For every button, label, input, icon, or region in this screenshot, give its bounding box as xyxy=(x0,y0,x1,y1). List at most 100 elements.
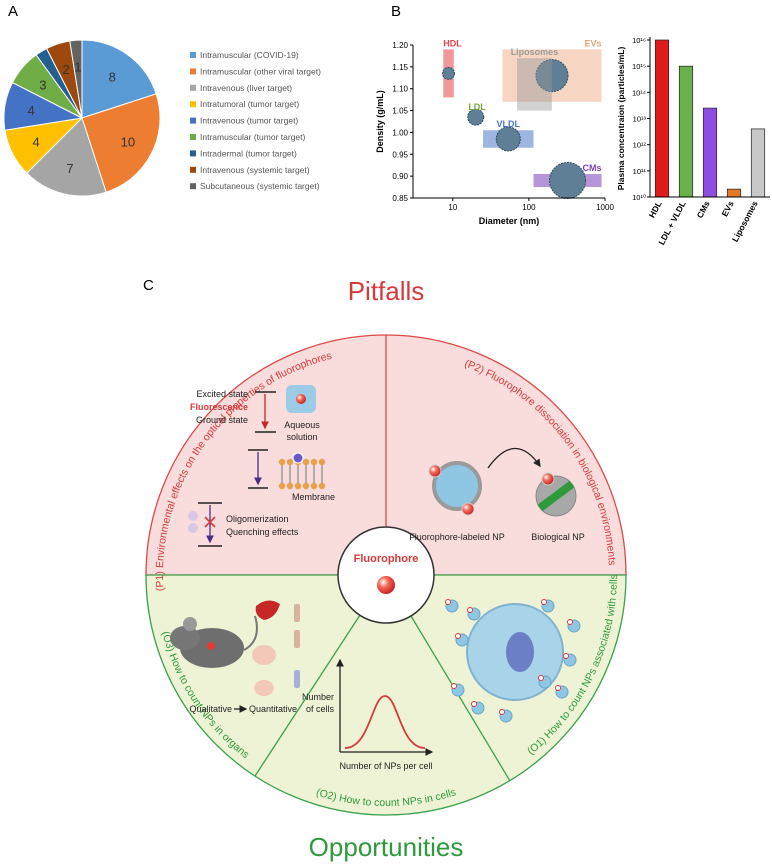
organ-icon xyxy=(252,645,276,665)
y-tick-label: 1.20 xyxy=(392,41,408,50)
fluorophore-icon xyxy=(467,607,473,613)
organ-icon xyxy=(254,680,274,696)
distribution-curve xyxy=(344,695,426,749)
legend-swatch xyxy=(190,117,196,124)
opportunities-title: Opportunities xyxy=(309,832,464,862)
panel-label: A xyxy=(8,3,18,20)
fluorophore-icon xyxy=(188,511,198,521)
legend-label: Subcutaneous (systemic target) xyxy=(200,181,320,191)
diagram: Pitfalls (P1) Environmental effects on t… xyxy=(145,276,627,862)
legend-label: Intravenous (systemic target) xyxy=(200,165,310,175)
series-label: VLDL xyxy=(497,119,521,129)
lipid-head xyxy=(286,482,294,490)
y-tick-label: 10¹³ xyxy=(633,115,647,124)
particle-icon xyxy=(549,162,587,200)
divider xyxy=(410,615,511,782)
pitfalls-title: Pitfalls xyxy=(348,276,425,306)
legend-label: Intradermal (tumor target) xyxy=(200,148,297,158)
y-tick-label: 10¹⁰ xyxy=(632,193,646,202)
fluorophore-icon xyxy=(555,685,561,691)
legend-label: Intramuscular (tumor target) xyxy=(200,132,306,142)
panel-label: B xyxy=(391,3,401,20)
tumor-icon xyxy=(207,642,215,650)
series-label: EVs xyxy=(585,38,602,48)
text: Aqueous xyxy=(284,420,320,430)
legend-label: Intramuscular (other viral target) xyxy=(200,66,321,76)
slice-label: 1 xyxy=(74,60,81,75)
nanoparticle-icon xyxy=(432,461,482,511)
x-tick-label: 100 xyxy=(522,203,536,212)
fluorophore-icon xyxy=(188,523,198,533)
particle-icon xyxy=(535,59,569,93)
fluorophore-icon xyxy=(292,452,304,464)
particle-icon xyxy=(495,126,521,152)
fluorophore-icon xyxy=(541,599,547,605)
y-tick-label: 0.90 xyxy=(392,172,408,181)
panel-label: C xyxy=(143,277,154,294)
fluorophore-icon xyxy=(461,502,475,516)
fluorophore-icon xyxy=(445,599,451,605)
fluorophore-icon xyxy=(541,472,555,486)
particle-icon xyxy=(467,108,485,126)
series-label: HDL xyxy=(443,38,462,48)
arrow xyxy=(487,447,541,469)
fluorophore-icon xyxy=(499,709,505,715)
bar xyxy=(726,188,742,198)
divider xyxy=(254,614,361,777)
y-tick-label: 10¹² xyxy=(633,141,647,150)
fluorophore-icon xyxy=(455,633,461,639)
text: Biological NP xyxy=(531,532,585,542)
slice-label: 7 xyxy=(66,161,73,176)
fluorophore-icon xyxy=(471,701,477,707)
fluorophore-icon xyxy=(563,653,569,659)
text: Number of NPs per cell xyxy=(339,761,432,771)
legend-swatch xyxy=(190,52,196,58)
mouse-icon xyxy=(183,617,197,631)
lipid-head xyxy=(310,458,318,466)
legend-label: Intramuscular (COVID-19) xyxy=(200,50,299,60)
fluorophore-icon xyxy=(451,683,457,689)
legend-swatch xyxy=(190,84,196,91)
pie-slice xyxy=(81,39,157,119)
legend-swatch xyxy=(190,183,196,190)
slice-label: 4 xyxy=(33,134,40,149)
y-tick-label: 1.15 xyxy=(392,63,408,72)
bar xyxy=(702,107,718,198)
lipid-head xyxy=(310,482,318,490)
lipid-head xyxy=(278,482,286,490)
lipid-head xyxy=(318,458,326,466)
text: solution xyxy=(286,432,317,442)
lipid-head xyxy=(294,482,302,490)
x-tick-label: CMs xyxy=(695,199,712,220)
fluorophore-icon xyxy=(296,394,306,404)
lipid-head xyxy=(318,482,326,490)
y-tick-label: 1.05 xyxy=(392,107,408,116)
quench-mark xyxy=(204,516,216,528)
bar xyxy=(750,128,766,198)
text: of cells xyxy=(306,704,335,714)
slice-label: 4 xyxy=(28,103,35,118)
lipid-head xyxy=(302,458,310,466)
pie-slice xyxy=(69,39,83,119)
membrane-icon xyxy=(278,458,326,490)
series-label: Liposomes xyxy=(511,47,559,57)
protein-band xyxy=(537,480,575,512)
legend-swatch xyxy=(190,150,196,157)
bar xyxy=(654,39,670,198)
center-label: Fluorophore xyxy=(354,553,419,565)
text: Quantitative xyxy=(249,704,297,714)
y-axis-label: Plasma concentraion (particles/mL) xyxy=(616,47,626,191)
text: Fluorophore-labeled NP xyxy=(409,532,505,542)
y-tick-label: 0.85 xyxy=(392,194,408,203)
mouse-icon xyxy=(243,615,258,651)
lipid-head xyxy=(278,458,286,466)
pie-slice xyxy=(81,93,161,193)
mouse-icon xyxy=(170,626,200,650)
x-tick-label: EVs xyxy=(719,199,736,218)
liver-icon xyxy=(255,600,280,620)
nanoparticles xyxy=(445,599,581,723)
y-tick-label: 10¹¹ xyxy=(633,167,647,176)
lipid-head xyxy=(286,458,294,466)
slice-label: 8 xyxy=(109,69,116,84)
x-tick-label: 10 xyxy=(448,203,457,212)
